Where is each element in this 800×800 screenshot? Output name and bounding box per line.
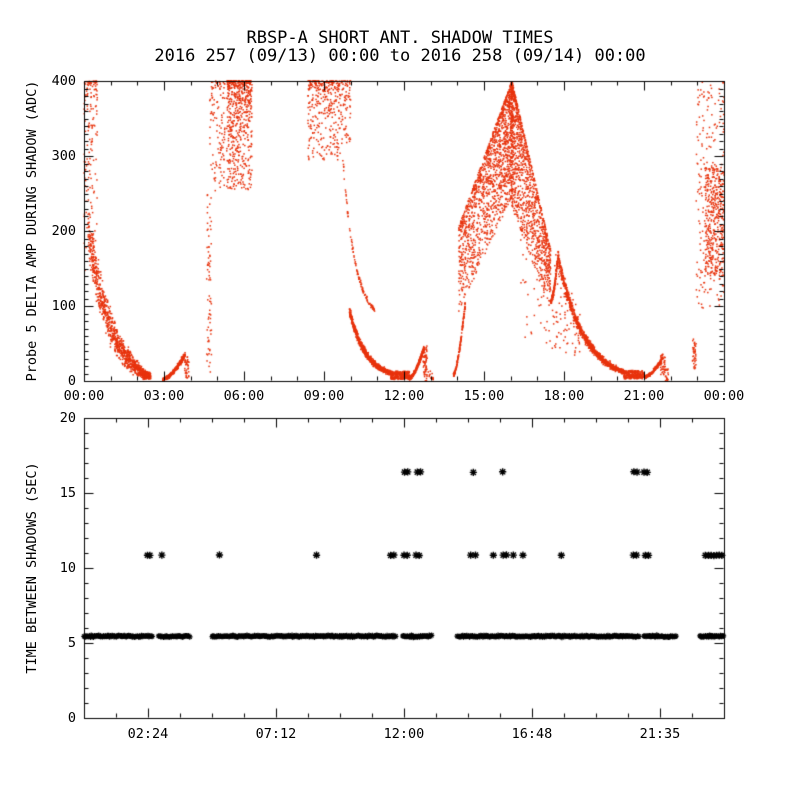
top-x-tick-label: 03:00 bbox=[143, 388, 185, 404]
bottom-x-tick-label: 02:24 bbox=[127, 726, 169, 742]
top-y-tick-label: 100 bbox=[51, 298, 76, 314]
top-y-tick-label: 300 bbox=[51, 148, 76, 164]
top-x-tick-label: 21:00 bbox=[623, 388, 665, 404]
bottom-x-tick-label: 21:35 bbox=[639, 726, 681, 742]
bottom-x-tick-label: 07:12 bbox=[255, 726, 297, 742]
top-x-tick-label: 18:00 bbox=[543, 388, 585, 404]
chart-title: RBSP-A SHORT ANT. SHADOW TIMES bbox=[246, 28, 554, 48]
top-x-tick-label: 06:00 bbox=[223, 388, 265, 404]
bottom-y-tick-label: 15 bbox=[59, 485, 76, 501]
top-y-tick-label: 200 bbox=[51, 223, 76, 239]
bottom-y-tick-label: 10 bbox=[59, 560, 76, 576]
top-x-tick-label: 00:00 bbox=[703, 388, 745, 404]
bottom-y-tick-label: 20 bbox=[59, 410, 76, 426]
top-x-tick-label: 09:00 bbox=[303, 388, 345, 404]
bottom-y-tick-label: 5 bbox=[67, 635, 76, 651]
bottom-x-tick-label: 16:48 bbox=[511, 726, 553, 742]
chart-subtitle: 2016 257 (09/13) 00:00 to 2016 258 (09/1… bbox=[154, 46, 646, 66]
bottom-y-tick-label: 0 bbox=[67, 710, 76, 726]
bottom-x-tick-label: 12:00 bbox=[383, 726, 425, 742]
top-y-tick-label: 400 bbox=[51, 73, 76, 89]
top-x-tick-label: 15:00 bbox=[463, 388, 505, 404]
top-x-tick-label: 12:00 bbox=[383, 388, 425, 404]
top-y-tick-label: 0 bbox=[67, 373, 76, 389]
top-x-tick-label: 00:00 bbox=[63, 388, 105, 404]
